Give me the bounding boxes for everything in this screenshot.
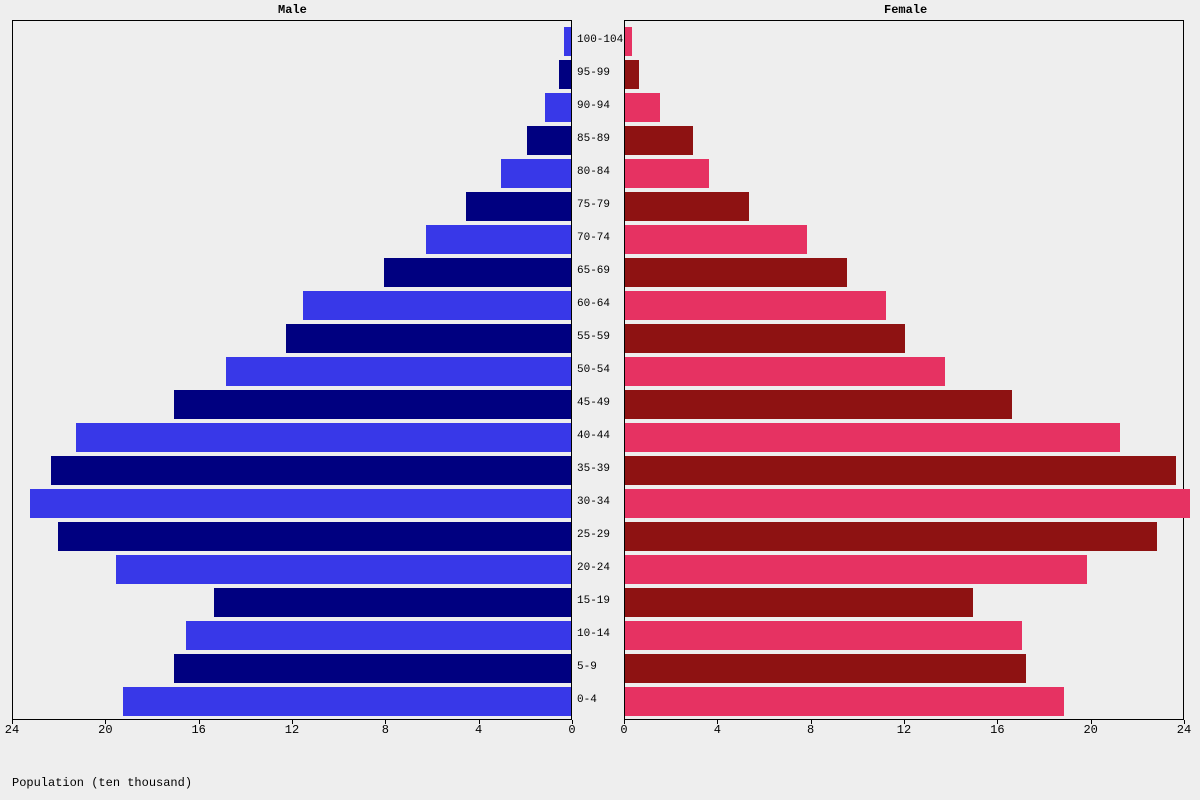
age-label: 25-29	[577, 530, 610, 541]
male-bar	[286, 324, 571, 353]
x-tick-label: 16	[191, 723, 205, 737]
male-bars	[13, 21, 571, 719]
age-label: 50-54	[577, 365, 610, 376]
x-tick-label: 20	[98, 723, 112, 737]
female-bar	[625, 522, 1157, 551]
x-axis-caption: Population (ten thousand)	[12, 776, 192, 790]
male-bar	[76, 423, 571, 452]
age-label: 5-9	[577, 662, 597, 673]
age-label: 0-4	[577, 695, 597, 706]
male-bar	[466, 192, 571, 221]
age-label: 20-24	[577, 563, 610, 574]
x-tick-label: 8	[382, 723, 389, 737]
male-bar	[51, 456, 571, 485]
male-plot-area	[12, 20, 572, 720]
age-label: 100-104	[577, 35, 623, 46]
age-label: 35-39	[577, 464, 610, 475]
female-bar	[625, 258, 847, 287]
age-label: 70-74	[577, 233, 610, 244]
male-bar	[174, 654, 571, 683]
age-label: 30-34	[577, 497, 610, 508]
female-bar	[625, 60, 639, 89]
age-label: 90-94	[577, 101, 610, 112]
male-bar	[559, 60, 571, 89]
age-label: 75-79	[577, 200, 610, 211]
female-bar	[625, 423, 1120, 452]
x-tick-label: 12	[897, 723, 911, 737]
x-tick-label: 0	[620, 723, 627, 737]
male-bar	[174, 390, 571, 419]
x-tick-label: 12	[285, 723, 299, 737]
age-label: 80-84	[577, 167, 610, 178]
male-bar	[226, 357, 571, 386]
female-bar	[625, 588, 973, 617]
female-bar	[625, 357, 945, 386]
female-bars	[625, 21, 1183, 719]
male-title: Male	[278, 3, 307, 17]
x-tick-label: 4	[475, 723, 482, 737]
female-bar	[625, 27, 632, 56]
x-tick-label: 20	[1083, 723, 1097, 737]
male-bar	[564, 27, 571, 56]
age-label: 10-14	[577, 629, 610, 640]
male-bar	[303, 291, 571, 320]
male-bar	[123, 687, 571, 716]
female-bar	[625, 621, 1022, 650]
x-tick-label: 8	[807, 723, 814, 737]
x-tick-label: 4	[714, 723, 721, 737]
female-bar	[625, 324, 905, 353]
male-bar	[30, 489, 571, 518]
age-label: 15-19	[577, 596, 610, 607]
male-bar	[545, 93, 571, 122]
male-bar	[214, 588, 571, 617]
female-plot-area	[624, 20, 1184, 720]
male-bar	[58, 522, 571, 551]
male-bar	[186, 621, 571, 650]
age-label: 60-64	[577, 299, 610, 310]
age-label: 55-59	[577, 332, 610, 343]
female-bar	[625, 555, 1087, 584]
female-bar	[625, 390, 1012, 419]
x-tick-label: 24	[5, 723, 19, 737]
female-bar	[625, 489, 1190, 518]
age-label: 65-69	[577, 266, 610, 277]
male-bar	[426, 225, 571, 254]
age-label: 95-99	[577, 68, 610, 79]
female-bar	[625, 192, 749, 221]
female-bar	[625, 93, 660, 122]
female-bar	[625, 654, 1026, 683]
male-bar	[527, 126, 571, 155]
x-tick-label: 0	[568, 723, 575, 737]
female-bar	[625, 159, 709, 188]
female-bar	[625, 291, 886, 320]
female-title: Female	[884, 3, 927, 17]
male-bar	[116, 555, 571, 584]
male-bar	[384, 258, 571, 287]
female-bar	[625, 456, 1176, 485]
male-bar	[501, 159, 571, 188]
female-bar	[625, 687, 1064, 716]
pyramid-chart: Male Female 100-104 95-99 90-94 85-89 80-84 7…	[0, 0, 1200, 800]
age-label: 45-49	[577, 398, 610, 409]
age-label: 40-44	[577, 431, 610, 442]
age-label: 85-89	[577, 134, 610, 145]
female-bar	[625, 225, 807, 254]
x-tick-label: 16	[990, 723, 1004, 737]
x-tick-label: 24	[1177, 723, 1191, 737]
female-bar	[625, 126, 693, 155]
